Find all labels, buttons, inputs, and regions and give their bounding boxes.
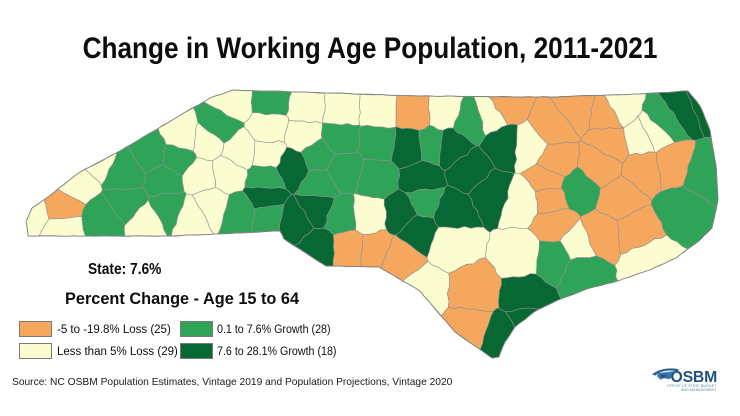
svg-text:OFFICE OF STATE BUDGET: OFFICE OF STATE BUDGET [667,384,716,388]
svg-text:AND MANAGEMENT: AND MANAGEMENT [681,388,716,392]
svg-text:NC: NC [661,374,668,379]
svg-text:OSBM: OSBM [671,369,718,386]
